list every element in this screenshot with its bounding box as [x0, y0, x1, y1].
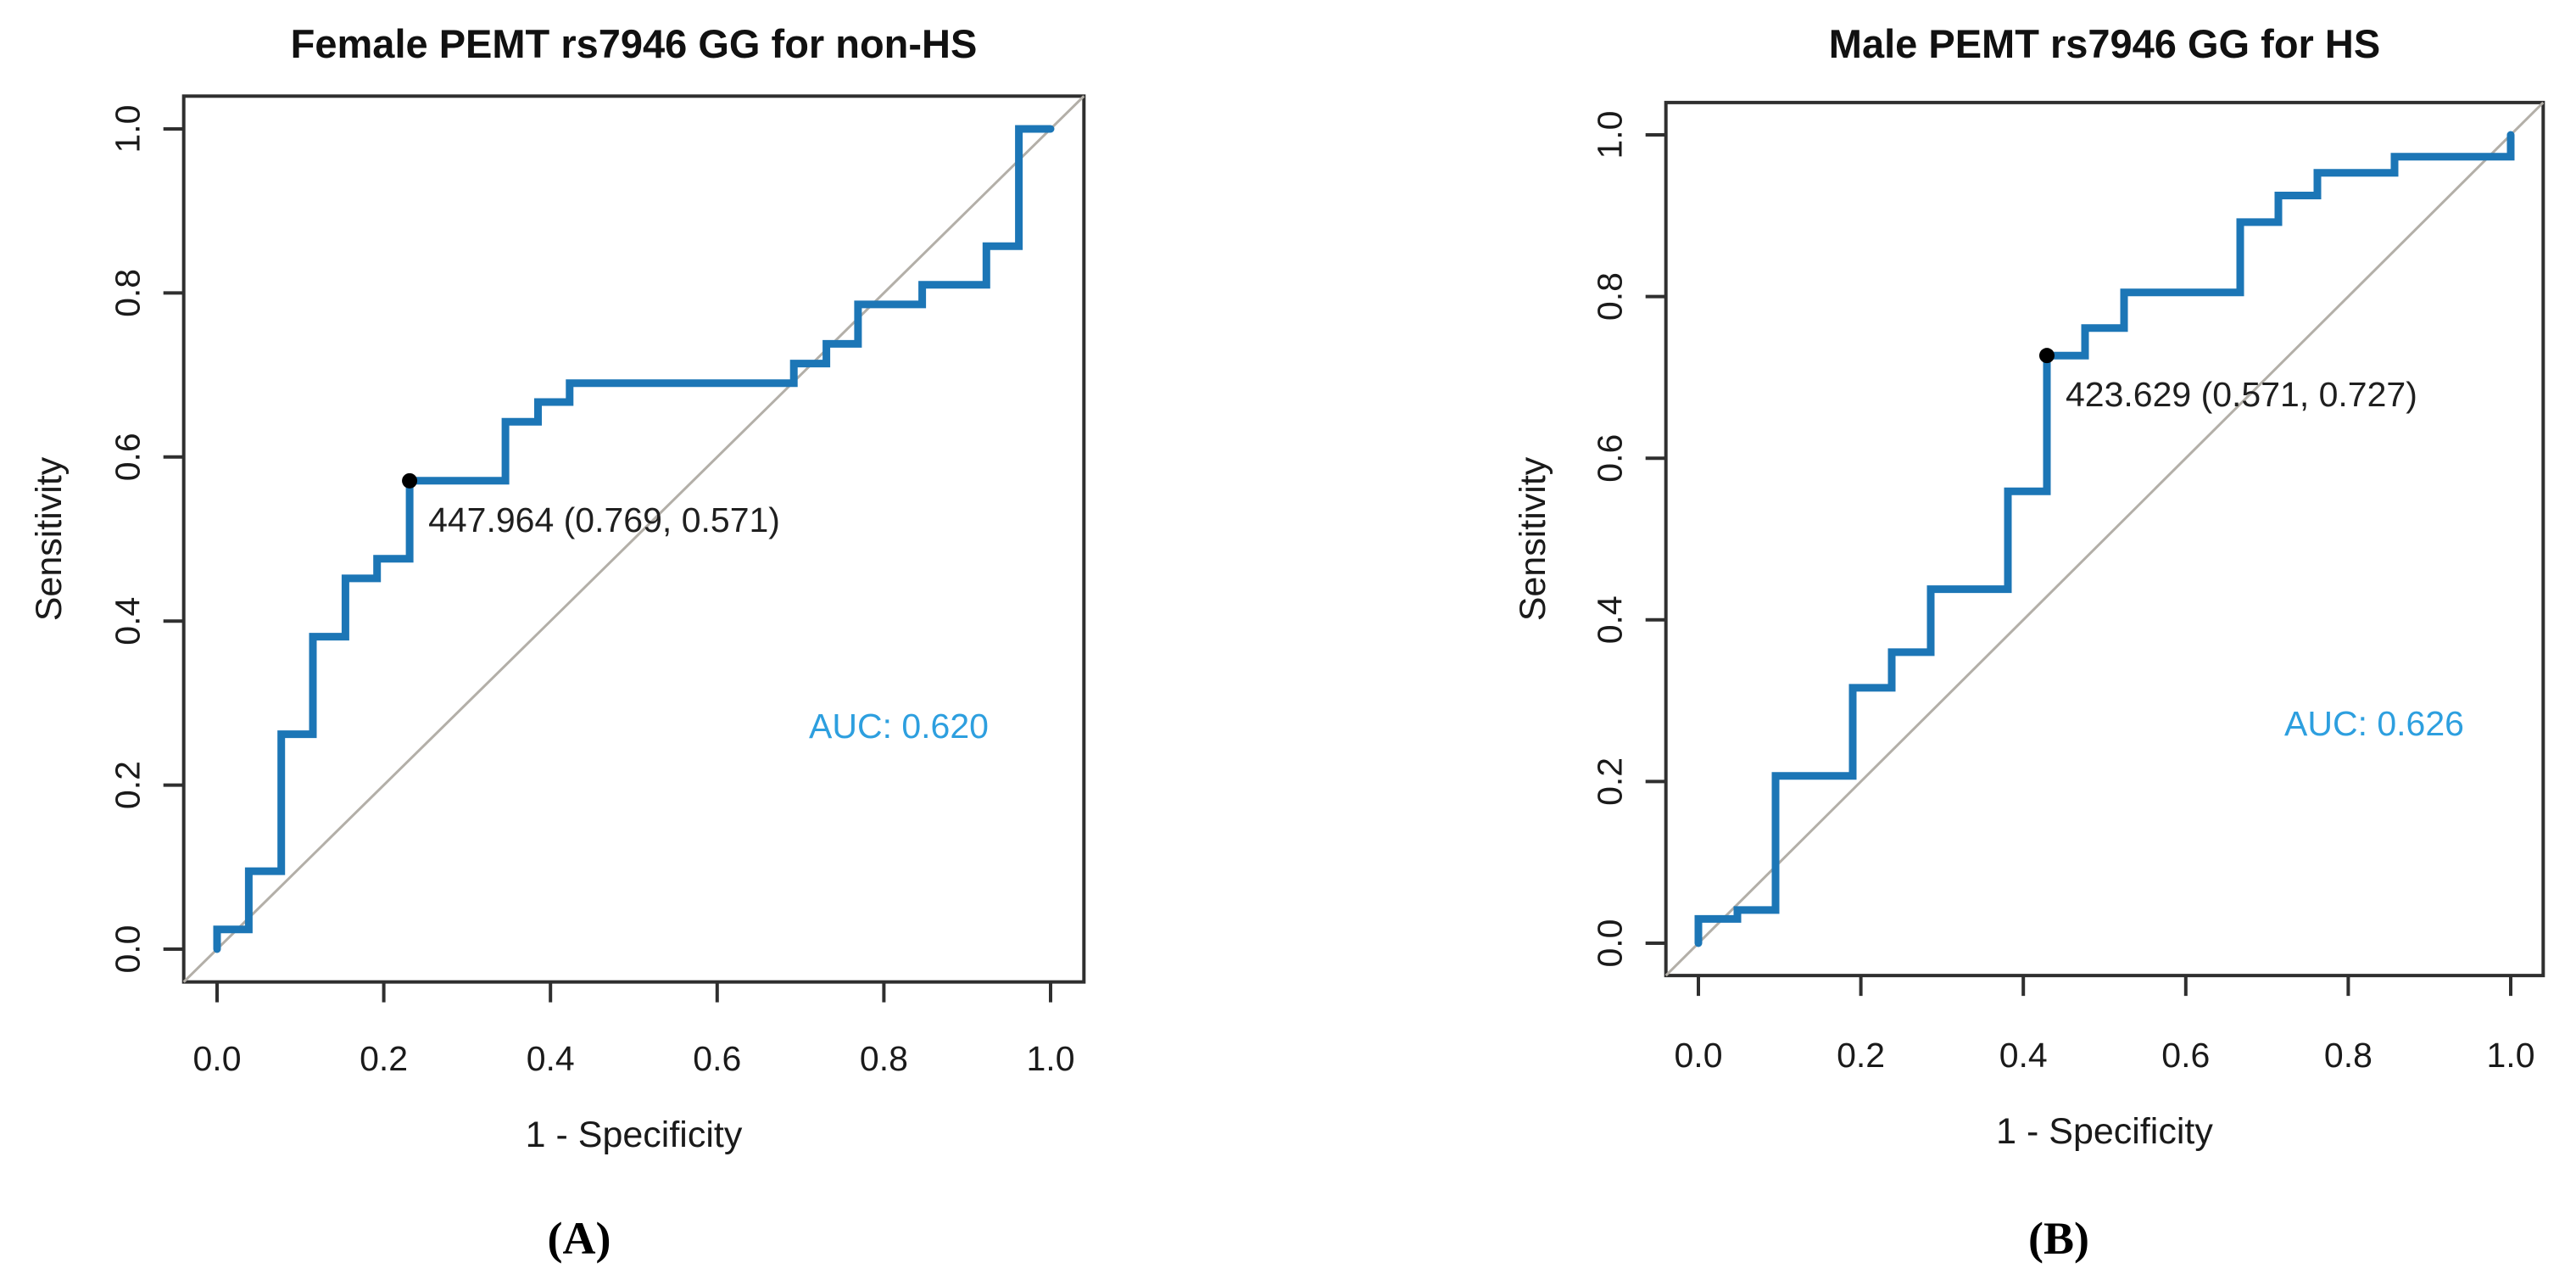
threshold-point-marker [402, 472, 418, 489]
chance-diagonal-line [182, 95, 1085, 983]
panel-a-caption: (A) [548, 1213, 611, 1264]
x-tick-label: 0.2 [360, 1039, 408, 1078]
panel-b-auc-label: AUC: 0.626 [2284, 704, 2464, 743]
panel-a-auc-label: AUC: 0.620 [809, 707, 989, 746]
roc-panel-a: 0.0 0.2 0.4 0.6 0.8 1.0 0.0 0.2 0.4 0.6 0.8 1.0 Fem… [29, 21, 1086, 1264]
panel-b-caption: (B) [2028, 1213, 2089, 1264]
x-tick-label: 0.8 [2324, 1036, 2372, 1075]
roc-curve [1694, 131, 2515, 947]
panel-a-xlabel: 1 - Specificity [526, 1115, 743, 1155]
roc-panel-b: 0.0 0.2 0.4 0.6 0.8 1.0 0.0 0.2 0.4 0.6 0.8 1.0 Mal… [1513, 21, 2545, 1264]
y-tick-label: 0.6 [1591, 434, 1630, 483]
panel-b-xlabel: 1 - Specificity [1996, 1111, 2213, 1152]
panel-b-title: Male PEMT rs7946 GG for HS [1829, 21, 2380, 66]
axes-layer-a: 0.0 0.2 0.4 0.6 0.8 1.0 0.0 0.2 0.4 0.6 0.8 1.0 [109, 94, 1086, 1078]
y-tick-label: 0.2 [109, 761, 148, 809]
x-tick-label: 0.0 [193, 1039, 242, 1078]
y-tick-label: 0.8 [1591, 272, 1630, 321]
y-tick-label: 0.2 [1591, 757, 1630, 806]
x-tick-label: 1.0 [2487, 1036, 2535, 1075]
x-tick-label: 0.8 [860, 1039, 908, 1078]
x-tick-label: 0.6 [2161, 1036, 2210, 1075]
panel-a-ylabel: Sensitivity [29, 456, 70, 621]
threshold-point-marker [2038, 348, 2055, 364]
y-tick-label: 1.0 [1591, 111, 1630, 159]
axes-layer-b: 0.0 0.2 0.4 0.6 0.8 1.0 0.0 0.2 0.4 0.6 0.8 1.0 [1591, 100, 2545, 1075]
chance-diagonal-line [1664, 101, 2545, 977]
y-tick-label: 0.6 [109, 433, 148, 481]
plot-box [1664, 100, 2545, 978]
x-tick-label: 0.6 [693, 1039, 741, 1078]
panel-a-title: Female PEMT rs7946 GG for non-HS [291, 21, 978, 66]
roc-curve [213, 125, 1055, 953]
x-tick-label: 0.4 [527, 1039, 575, 1078]
x-tick-label: 1.0 [1027, 1039, 1075, 1078]
x-tick-label: 0.4 [1999, 1036, 2048, 1075]
panel-b-threshold-annotation: 423.629 (0.571, 0.727) [2066, 375, 2417, 414]
panel-b-ylabel: Sensitivity [1513, 456, 1553, 621]
panel-a-threshold-annotation: 447.964 (0.769, 0.571) [428, 500, 780, 539]
y-tick-label: 0.4 [1591, 595, 1630, 644]
x-tick-label: 0.2 [1837, 1036, 1885, 1075]
y-tick-label: 0.8 [109, 269, 148, 317]
y-tick-label: 0.4 [109, 597, 148, 645]
plot-box [181, 94, 1086, 984]
y-tick-label: 1.0 [109, 105, 148, 154]
y-tick-label: 0.0 [109, 925, 148, 974]
x-tick-label: 0.0 [1675, 1036, 1723, 1075]
y-tick-label: 0.0 [1591, 919, 1630, 968]
